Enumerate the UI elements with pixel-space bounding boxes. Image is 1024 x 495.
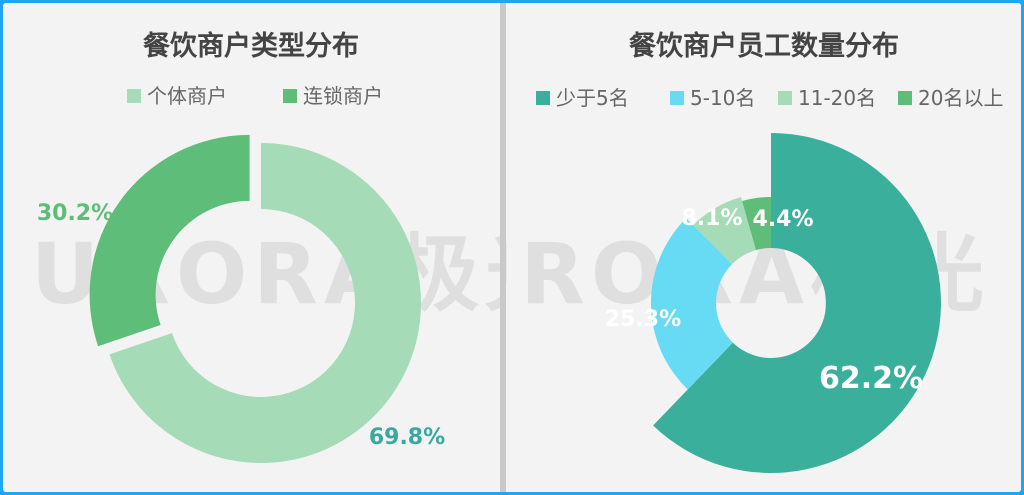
donut-slice — [742, 197, 771, 251]
legend-label: 5-10名 — [690, 86, 755, 110]
chart-title: 餐饮商户员工数量分布 — [629, 30, 899, 62]
donut-slice — [693, 197, 756, 265]
slice-labels: 62.2% 25.3% 8.1% 4.4% — [605, 206, 923, 396]
panel-divider — [500, 3, 506, 492]
data-label: 69.8% — [369, 425, 445, 450]
data-label: 30.2% — [37, 201, 113, 226]
data-label: 8.1% — [681, 206, 742, 231]
donut-slices — [89, 134, 422, 463]
legend-swatch — [283, 89, 297, 103]
staff-size-chart: URORA极光 餐饮商户员工数量分布 少于5名5-10名11-20名20名以上 … — [506, 30, 1003, 474]
legend-swatch — [127, 89, 141, 103]
legend-label: 20名以上 — [918, 86, 1003, 110]
legend-label: 少于5名 — [556, 86, 629, 110]
data-label: 4.4% — [752, 207, 813, 232]
donut-slice — [653, 133, 942, 474]
donut-slice — [89, 134, 250, 347]
legend-label: 11-20名 — [798, 86, 876, 110]
legend-swatch — [536, 91, 550, 105]
chart-title: 餐饮商户类型分布 — [143, 30, 359, 62]
legend: 个体商户 连锁商户 — [127, 84, 383, 108]
staff-size-panel: URORA极光 餐饮商户员工数量分布 少于5名5-10名11-20名20名以上 … — [506, 3, 1021, 492]
legend-label: 连锁商户 — [303, 84, 383, 108]
data-label: 62.2% — [819, 361, 923, 396]
slice-labels: 69.8% 30.2% — [37, 201, 445, 450]
data-label: 25.3% — [605, 307, 681, 332]
donut-slice — [109, 143, 422, 463]
legend-swatch — [898, 91, 912, 105]
legend-swatch — [670, 91, 684, 105]
donut-slice — [651, 218, 733, 390]
legend-label: 个体商户 — [147, 84, 227, 108]
donut-slices — [651, 133, 942, 474]
legend-swatch — [778, 91, 792, 105]
legend: 少于5名 5-10名 11-20名 20名以上 — [536, 86, 1003, 110]
